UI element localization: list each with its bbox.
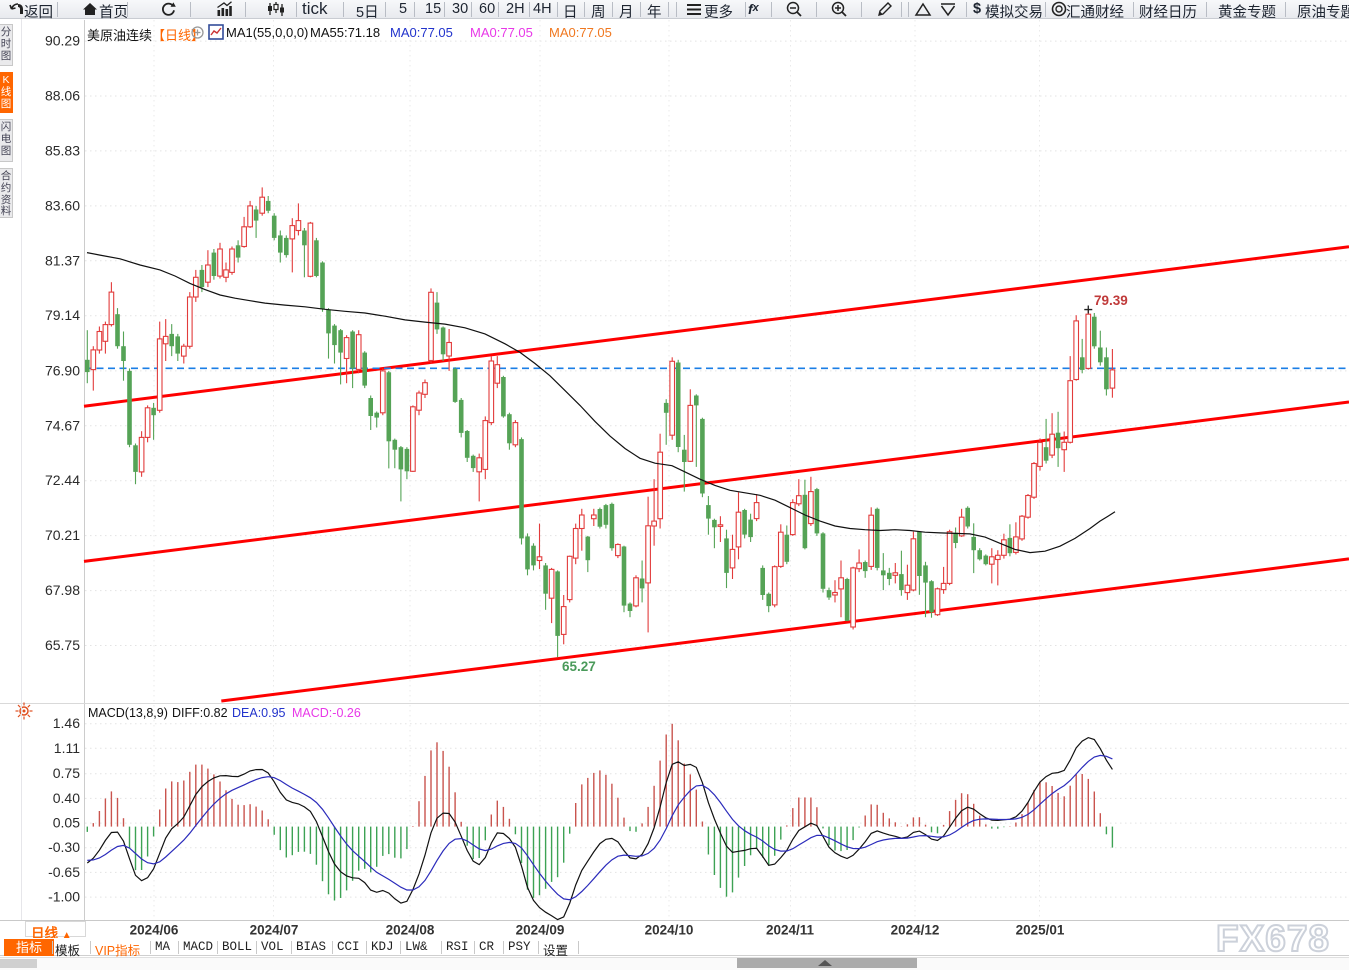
svg-text:90.29: 90.29 xyxy=(45,33,80,49)
svg-text:1.11: 1.11 xyxy=(54,740,80,756)
svg-text:65.27: 65.27 xyxy=(562,659,596,674)
svg-text:2025/01: 2025/01 xyxy=(1016,923,1065,938)
svg-text:2024/10: 2024/10 xyxy=(645,923,694,938)
svg-text:-0.65: -0.65 xyxy=(48,864,80,880)
svg-text:79.39: 79.39 xyxy=(1094,293,1128,308)
svg-text:83.60: 83.60 xyxy=(45,197,80,213)
svg-text:72.44: 72.44 xyxy=(45,472,80,488)
svg-text:-0.30: -0.30 xyxy=(48,839,80,855)
svg-text:-1.00: -1.00 xyxy=(48,889,80,905)
svg-text:0.40: 0.40 xyxy=(53,790,80,806)
svg-text:74.67: 74.67 xyxy=(45,417,80,433)
svg-text:0.75: 0.75 xyxy=(53,765,80,781)
svg-text:76.90: 76.90 xyxy=(45,362,80,378)
svg-text:88.06: 88.06 xyxy=(45,88,80,104)
svg-text:0.05: 0.05 xyxy=(53,815,80,831)
svg-text:1.46: 1.46 xyxy=(53,715,80,731)
svg-text:70.21: 70.21 xyxy=(45,527,80,543)
svg-text:79.14: 79.14 xyxy=(45,307,80,323)
svg-text:2024/08: 2024/08 xyxy=(386,923,435,938)
svg-text:2024/07: 2024/07 xyxy=(250,923,299,938)
svg-text:65.75: 65.75 xyxy=(45,637,80,653)
svg-text:67.98: 67.98 xyxy=(45,582,80,598)
svg-text:2024/12: 2024/12 xyxy=(891,923,940,938)
svg-text:81.37: 81.37 xyxy=(45,252,80,268)
svg-text:2024/06: 2024/06 xyxy=(130,923,179,938)
svg-text:2024/11: 2024/11 xyxy=(766,923,815,938)
svg-text:2024/09: 2024/09 xyxy=(516,923,565,938)
svg-text:85.83: 85.83 xyxy=(45,142,80,158)
